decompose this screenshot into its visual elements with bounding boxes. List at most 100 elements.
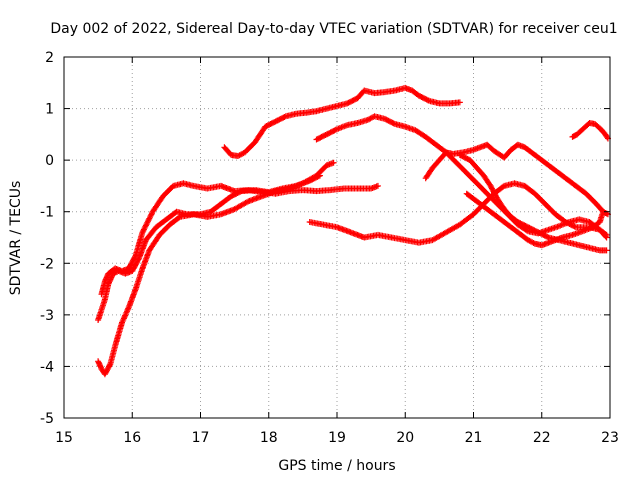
data-point-mark	[344, 120, 359, 129]
data-point-mark	[347, 229, 366, 240]
data-point-mark	[334, 100, 349, 109]
data-point-mark	[119, 305, 132, 326]
data-point-mark	[101, 362, 113, 378]
data-point-mark	[293, 178, 312, 189]
data-point-mark	[463, 170, 479, 186]
series-track-g	[422, 141, 611, 218]
data-point-mark	[354, 88, 367, 102]
data-point-mark	[596, 226, 609, 238]
y-tick-label: -5	[40, 411, 54, 427]
data-point-mark	[501, 206, 514, 219]
data-point-mark	[381, 87, 397, 96]
data-point-mark	[190, 182, 209, 192]
data-point-mark	[521, 144, 537, 158]
data-point-mark	[583, 190, 599, 206]
data-point-mark	[592, 121, 602, 131]
data-point-mark	[218, 194, 234, 207]
data-point-mark	[542, 159, 558, 173]
data-point-mark	[589, 219, 602, 231]
data-point-mark	[531, 190, 548, 206]
data-point-mark	[456, 99, 463, 106]
y-tick-label: 1	[45, 102, 54, 118]
data-point-mark	[241, 140, 258, 156]
data-point-mark	[132, 266, 145, 293]
x-tick-label: 18	[260, 430, 278, 446]
data-point-mark	[139, 248, 152, 272]
data-point-mark	[388, 234, 407, 243]
data-point-mark	[412, 127, 428, 140]
data-point-mark	[327, 185, 346, 194]
y-tick-label: -4	[40, 359, 54, 375]
data-point-mark	[511, 226, 524, 238]
data-point-mark	[107, 344, 118, 367]
data-point-mark	[576, 242, 592, 251]
data-point-mark	[429, 230, 448, 244]
data-point-mark	[422, 166, 435, 182]
axis-ticks: 15 16 17 18 19 20 21 22 23 -5 -4 -3 -2 -1 0 1 2	[40, 50, 619, 446]
data-point-mark	[303, 108, 319, 116]
data-point-mark	[316, 172, 323, 179]
data-point-mark	[473, 180, 490, 196]
data-point-mark	[374, 182, 381, 189]
data-point-mark	[572, 182, 588, 196]
data-point-mark	[235, 150, 247, 159]
y-tick-label: -1	[40, 205, 54, 221]
data-point-mark	[125, 287, 139, 311]
data-point-mark	[487, 182, 500, 201]
data-point-mark	[596, 125, 607, 136]
data-point-mark	[153, 217, 169, 231]
data-point-mark	[480, 172, 493, 188]
data-point-mark	[402, 237, 421, 246]
data-point-mark	[443, 222, 462, 236]
data-point-mark	[142, 225, 159, 244]
data-point-mark	[129, 256, 142, 274]
x-tick-label: 16	[123, 430, 141, 446]
x-tick-label: 23	[601, 430, 619, 446]
data-point-mark	[562, 175, 578, 189]
data-point-mark	[473, 164, 486, 178]
y-axis-label: SDTVAR / TECUs	[8, 181, 24, 296]
data-point-mark	[313, 105, 329, 115]
data-point-mark	[204, 183, 223, 192]
data-point-mark	[139, 210, 155, 236]
data-point-mark	[252, 124, 268, 146]
series-track-c	[95, 172, 323, 323]
data-point-mark	[552, 211, 568, 225]
data-point-mark	[132, 230, 146, 259]
x-tick-label: 22	[533, 430, 551, 446]
data-point-mark	[601, 130, 611, 141]
data-point-mark	[218, 182, 237, 194]
data-point-mark	[149, 194, 166, 215]
y-tick-label: 2	[45, 50, 54, 66]
data-point-mark	[531, 152, 547, 165]
data-point-mark	[160, 184, 176, 200]
data-point-mark	[552, 167, 568, 181]
data-point-mark	[221, 144, 234, 157]
data-point-mark	[112, 321, 125, 349]
x-tick-label: 21	[465, 430, 483, 446]
series-track-i	[463, 190, 607, 249]
data-point-mark	[525, 237, 537, 246]
data-point-mark	[95, 308, 105, 323]
series-track-d	[221, 84, 463, 159]
data-point-mark	[470, 195, 483, 207]
y-tick-label: 0	[45, 153, 54, 169]
data-point-mark	[484, 141, 496, 153]
series-track-b	[95, 159, 337, 378]
data-point-mark	[136, 238, 149, 262]
data-point-mark	[429, 158, 442, 171]
y-tick-label: -2	[40, 256, 54, 272]
x-axis-label: GPS time / hours	[278, 458, 395, 474]
data-point-mark	[491, 211, 503, 222]
data-point-mark	[562, 219, 578, 230]
data-point-mark	[603, 247, 610, 254]
data-point-mark	[218, 206, 237, 218]
data-point-mark	[518, 231, 530, 243]
data-point-mark	[361, 232, 380, 241]
data-point-mark	[330, 159, 337, 166]
series-track-a	[98, 180, 381, 298]
data-point-mark	[586, 244, 602, 253]
data-point-mark	[463, 190, 476, 201]
data-point-mark	[415, 92, 431, 104]
